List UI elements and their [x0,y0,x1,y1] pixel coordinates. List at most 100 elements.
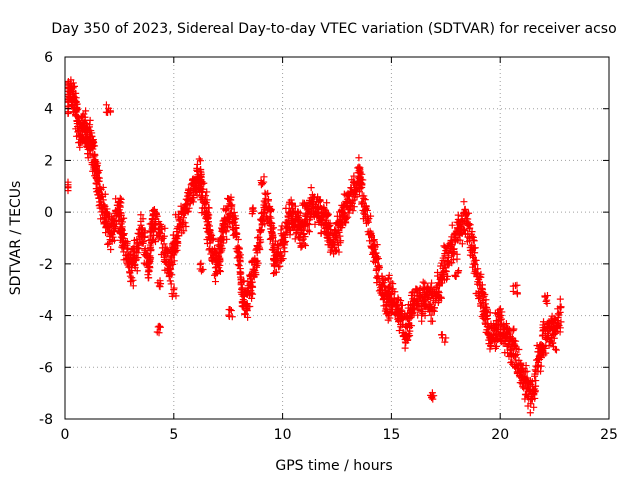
data-point [73,106,81,114]
data-point [517,359,525,367]
data-point [129,282,137,290]
data-point [240,277,248,285]
data-point [278,256,286,264]
x-tick-label: 15 [382,427,400,443]
data-point [471,249,479,257]
data-point [260,173,268,181]
data-point [360,192,368,200]
data-point [414,305,422,313]
y-tick-label: -2 [39,257,53,273]
data-point [373,241,381,249]
data-point [418,317,426,325]
data-point [206,239,214,247]
data-point [249,290,257,298]
data-point [256,246,264,254]
data-point [358,170,366,178]
data-point [234,236,242,244]
data-point [257,238,265,246]
data-point [404,333,412,341]
data-point [550,334,558,342]
data-point [259,180,267,188]
data-point [224,215,232,223]
data-point [154,279,162,287]
data-point [209,235,217,243]
data-point [326,248,334,256]
data-point [265,196,273,204]
y-tick-label: -4 [39,309,53,325]
data-point [546,338,554,346]
data-point [335,248,343,256]
data-point [454,269,462,277]
data-point [216,267,224,275]
data-point [305,228,313,236]
data-point [326,219,334,227]
data-point [202,192,210,200]
data-point [385,311,393,319]
data-point [299,201,307,209]
data-point [498,308,506,316]
data-point [161,224,169,232]
data-point [362,202,370,210]
data-point [448,259,456,267]
data-point [117,199,125,207]
data-point [361,196,369,204]
data-point [91,142,99,150]
data-point [435,289,443,297]
data-point [205,211,213,219]
data-point [120,214,128,222]
data-point [134,249,142,257]
data-point [398,301,406,309]
data-point [195,155,203,163]
data-point [86,116,94,124]
data-point [102,101,110,109]
data-point [383,308,391,316]
y-tick-label: 4 [44,102,53,118]
data-point [184,207,192,215]
data-point [232,221,240,229]
data-point [470,237,478,245]
data-point [248,278,256,286]
data-point [304,226,312,234]
data-point [64,183,72,191]
data-point [371,259,379,267]
data-point [461,227,469,235]
data-point [530,403,538,411]
data-point [509,287,517,295]
data-point [527,400,535,408]
data-point [153,328,161,336]
data-point [543,296,551,304]
data-point [254,259,262,267]
data-point [141,227,149,235]
data-point [185,204,193,212]
data-point [201,199,209,207]
data-point [342,219,350,227]
data-point [207,230,215,238]
data-point [257,181,265,189]
data-point [331,226,339,234]
data-point [101,190,109,198]
data-point [203,188,211,196]
data-point [453,250,461,258]
data-point [139,239,147,247]
data-point [204,218,212,226]
data-point [190,192,198,200]
data-point [556,328,564,336]
data-point [155,322,163,330]
data-series [64,76,565,417]
data-point [316,197,324,205]
data-point [494,336,502,344]
data-point [301,241,309,249]
data-point [427,302,435,310]
data-point [540,318,548,326]
data-point [156,323,164,331]
data-point [526,409,534,417]
data-point [196,157,204,165]
data-point [272,268,280,276]
data-point [282,237,290,245]
data-point [515,345,523,353]
data-point [429,317,437,325]
data-point [160,240,168,248]
data-point [485,340,493,348]
data-point [359,176,367,184]
data-point [170,290,178,298]
